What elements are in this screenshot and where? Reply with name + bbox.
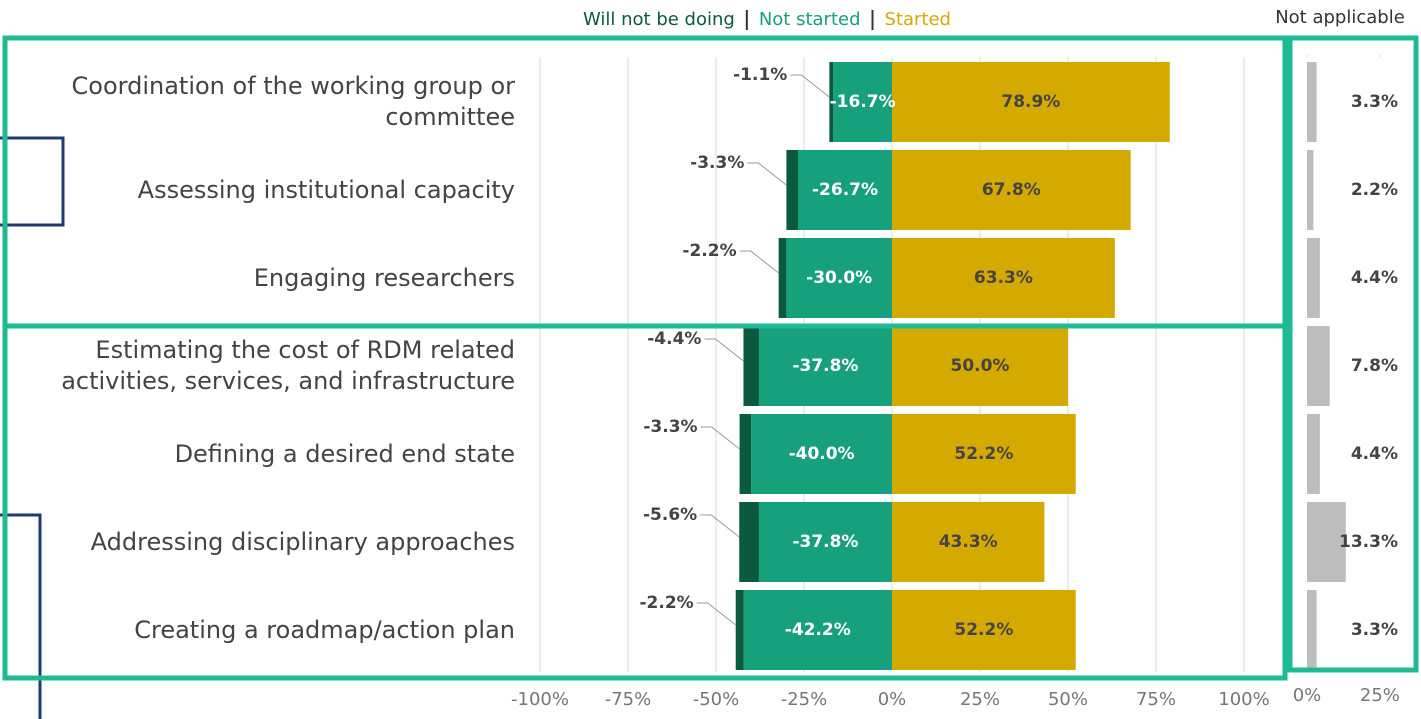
- legend-entry: Not started: [759, 9, 861, 30]
- bar: [798, 150, 892, 230]
- data-label: -40.0%: [789, 444, 855, 464]
- x-tick-label: 25%: [1360, 685, 1400, 706]
- data-label: -3.3%: [643, 417, 697, 437]
- x-tick-label: 75%: [1136, 689, 1176, 710]
- data-label: -42.2%: [785, 620, 851, 640]
- bar: [1307, 414, 1320, 494]
- bar: [892, 62, 1170, 142]
- category-label: Defining a desired end state: [174, 439, 515, 468]
- bar: [1307, 238, 1320, 318]
- data-label: 4.4%: [1351, 268, 1398, 288]
- x-tick-label: 25%: [960, 689, 1000, 710]
- bar: [892, 238, 1115, 318]
- frame: [0, 513, 42, 719]
- x-tick-label: 50%: [1048, 689, 1088, 710]
- x-tick-label: -75%: [605, 689, 652, 710]
- bar: [735, 590, 744, 670]
- x-tick-label: -100%: [511, 689, 569, 710]
- data-label: -1.1%: [733, 65, 787, 85]
- data-label: -4.4%: [647, 329, 701, 349]
- data-label: 52.2%: [954, 620, 1013, 640]
- data-label: 7.8%: [1351, 356, 1398, 376]
- category-label: Creating a roadmap/action plan: [134, 615, 515, 644]
- leader-line: [700, 426, 740, 450]
- leader-line: [739, 250, 779, 274]
- bar: [1307, 502, 1346, 582]
- bar: [833, 62, 892, 142]
- bar: [743, 590, 892, 670]
- leader-line: [696, 602, 737, 626]
- data-label: 2.2%: [1351, 180, 1398, 200]
- bar: [739, 414, 752, 494]
- data-label: -26.7%: [812, 180, 878, 200]
- data-label: -37.8%: [792, 356, 858, 376]
- bar: [829, 62, 834, 142]
- data-label: -5.6%: [643, 505, 697, 525]
- bar: [1307, 150, 1314, 230]
- leader-line: [704, 338, 744, 362]
- bar: [778, 238, 787, 318]
- group-frame: [1287, 35, 1419, 673]
- bar: [892, 502, 1045, 582]
- bar: [751, 414, 892, 494]
- bar: [758, 326, 892, 406]
- data-label: -2.2%: [639, 593, 693, 613]
- bar: [786, 238, 892, 318]
- leader-line: [747, 162, 787, 186]
- leader-line: [790, 74, 830, 98]
- data-label: 63.3%: [974, 268, 1033, 288]
- bar: [739, 502, 759, 582]
- data-label: 52.2%: [954, 444, 1013, 464]
- data-label: 3.3%: [1351, 620, 1398, 640]
- bar: [1307, 62, 1317, 142]
- data-label: 3.3%: [1351, 92, 1398, 112]
- frame: [0, 136, 65, 227]
- data-label: 50.0%: [951, 356, 1010, 376]
- data-label: 78.9%: [1001, 92, 1060, 112]
- category-label: Coordination of the working group or com…: [71, 72, 515, 131]
- data-label: 4.4%: [1351, 444, 1398, 464]
- bar: [892, 326, 1068, 406]
- legend-entry: Will not be doing: [583, 9, 735, 30]
- leader-line: [700, 514, 740, 538]
- bar: [743, 326, 759, 406]
- legend-entry: Started: [885, 9, 951, 30]
- bar: [786, 150, 799, 230]
- bar: [892, 414, 1076, 494]
- data-label: 13.3%: [1339, 532, 1398, 552]
- bar: [1307, 326, 1330, 406]
- bar: [892, 590, 1076, 670]
- x-tick-label: -50%: [693, 689, 740, 710]
- panel-title: Not applicable: [1275, 7, 1405, 28]
- data-label: -30.0%: [806, 268, 872, 288]
- data-label: 43.3%: [939, 532, 998, 552]
- data-label: -2.2%: [682, 241, 736, 261]
- category-label: Addressing disciplinary approaches: [90, 527, 515, 556]
- category-label: Engaging researchers: [253, 263, 515, 292]
- x-tick-label: -25%: [781, 689, 828, 710]
- category-label: Assessing institutional capacity: [137, 175, 515, 204]
- data-label: -3.3%: [690, 153, 744, 173]
- category-label: Estimating the cost of RDM related activ…: [61, 336, 515, 395]
- data-label: -16.7%: [830, 92, 896, 112]
- bar: [758, 502, 892, 582]
- bar: [1307, 590, 1317, 670]
- group-frame: [2, 323, 1288, 681]
- data-label: -37.8%: [792, 532, 858, 552]
- bar: [892, 150, 1131, 230]
- data-label: 67.8%: [982, 180, 1041, 200]
- x-tick-label: 0%: [1293, 685, 1322, 706]
- x-tick-label: 0%: [878, 689, 907, 710]
- x-tick-label: 100%: [1218, 689, 1269, 710]
